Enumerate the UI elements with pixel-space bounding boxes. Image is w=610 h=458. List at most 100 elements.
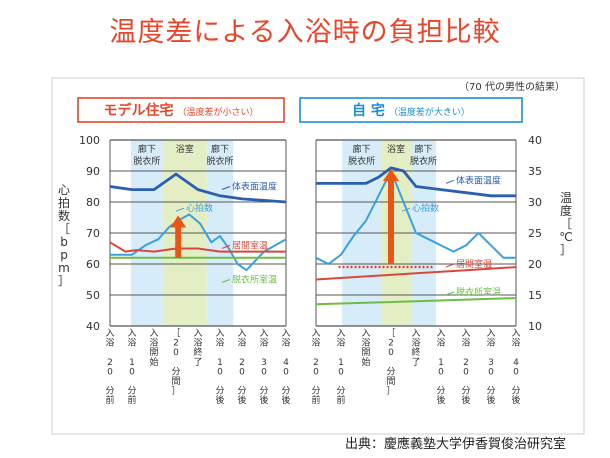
svg-text:終: 終	[411, 346, 420, 358]
panel1-x-tick-label: ［20 分間］	[171, 328, 180, 397]
svg-text:0: 0	[283, 367, 289, 377]
right-axis-label: 温度［℃］	[559, 191, 572, 257]
svg-text:分: 分	[461, 386, 470, 397]
right-tick-label: 25	[528, 227, 542, 240]
result-note: （70 代の男性の結果）	[459, 80, 565, 93]
svg-text:m: m	[58, 261, 70, 275]
panel1-x-tick-label: 入浴 30 分後	[259, 328, 268, 406]
svg-text:浴: 浴	[281, 338, 290, 349]
svg-text:浴: 浴	[336, 338, 345, 349]
svg-text:1: 1	[338, 358, 344, 368]
svg-text:浴: 浴	[361, 338, 370, 349]
svg-text:4: 4	[283, 358, 289, 368]
panel1-header-box	[77, 97, 285, 123]
panel1-series-0	[109, 172, 287, 204]
svg-text:2: 2	[173, 339, 179, 349]
panel2-x-tick-label: 入浴 20 分前	[311, 328, 320, 406]
svg-text:浴: 浴	[311, 338, 320, 349]
panel1-annotation-label: 居間室温	[232, 239, 268, 251]
panel2-arrow-head	[383, 169, 399, 181]
svg-text:b: b	[60, 235, 68, 249]
svg-text:間: 間	[386, 376, 395, 387]
svg-text:3: 3	[261, 358, 267, 368]
panel2-series-3	[315, 297, 517, 306]
svg-text:後: 後	[237, 394, 246, 406]
left-axis-label: 心拍数［bpm］	[58, 183, 70, 288]
svg-text:分: 分	[237, 386, 246, 397]
panel1-zone-label: 廊下	[211, 143, 229, 155]
svg-text:1: 1	[438, 358, 444, 368]
right-tick-label: 30	[528, 196, 542, 209]
svg-text:後: 後	[215, 394, 224, 406]
left-tick-label: 50	[86, 289, 100, 302]
svg-text:浴: 浴	[511, 338, 520, 349]
panel2-annotation-label: 脱衣所室温	[456, 286, 501, 298]
svg-text:［: ［	[386, 328, 395, 339]
panel2-annotation-leader	[445, 179, 455, 184]
svg-text:2: 2	[388, 339, 394, 349]
svg-text:3: 3	[488, 358, 494, 368]
panel1-note: （温度差が小さい）	[177, 106, 258, 118]
panel1-x-tick-label: 入浴 10 分後	[215, 328, 224, 406]
source-credit: 出典：慶應義塾大学伊香賀俊治研究室	[345, 436, 566, 452]
svg-text:0: 0	[107, 367, 113, 377]
svg-text:浴: 浴	[461, 338, 470, 349]
svg-text:分: 分	[215, 386, 224, 397]
panel2-annotation-label: 体表面温度	[456, 174, 501, 186]
right-tick-label: 15	[528, 289, 542, 302]
svg-text:後: 後	[259, 394, 268, 406]
svg-text:0: 0	[239, 367, 245, 377]
panel2-annotation-leader	[401, 207, 411, 212]
panel1-zone-label: 脱衣所	[133, 155, 160, 167]
svg-text:分: 分	[486, 386, 495, 397]
svg-text:終: 終	[193, 346, 202, 358]
svg-text:入: 入	[127, 328, 136, 339]
panel1-annotation-leader	[175, 207, 185, 212]
left-tick-label: 40	[86, 320, 100, 333]
panel1-annotation-label: 体表面温度	[232, 181, 277, 193]
svg-text:入: 入	[105, 328, 114, 339]
svg-text:後: 後	[511, 394, 520, 406]
left-tick-label: 80	[86, 196, 100, 209]
panel2-x-tick-label: 入浴 40 分後	[511, 328, 520, 406]
panel2-header-box	[299, 97, 523, 123]
svg-text:p: p	[60, 248, 68, 262]
svg-text:前: 前	[336, 394, 345, 406]
svg-text:浴: 浴	[436, 338, 445, 349]
panel1-x-tick-label: 入浴 20 分後	[237, 328, 246, 406]
panel1-series-2	[109, 241, 286, 253]
panel2-annotation-label: 居間室温	[456, 258, 492, 270]
svg-text:入: 入	[461, 328, 470, 339]
svg-text:入: 入	[486, 328, 495, 339]
svg-text:浴: 浴	[193, 338, 202, 349]
svg-text:前: 前	[311, 394, 320, 406]
svg-text:］: ］	[560, 243, 572, 257]
svg-text:了: 了	[411, 357, 420, 368]
panel1-x-tick-label: 入浴 10 分前	[127, 328, 136, 406]
svg-text:入: 入	[215, 328, 224, 339]
left-tick-label: 60	[86, 258, 100, 271]
panel2-annotation-leader	[445, 291, 455, 296]
svg-text:1: 1	[129, 358, 135, 368]
panel1-annotation-label: 脱衣所室温	[232, 274, 277, 286]
svg-text:4: 4	[513, 358, 519, 368]
left-tick-label: 90	[86, 165, 100, 178]
svg-text:入: 入	[436, 328, 445, 339]
svg-text:2: 2	[313, 358, 319, 368]
panel1-zone-label: 脱衣所	[206, 155, 233, 167]
left-tick-label: 70	[86, 227, 100, 240]
panel1-annotation-leader	[221, 244, 231, 249]
svg-text:］: ］	[171, 386, 180, 397]
panel2-title: 自 宅	[352, 102, 385, 119]
svg-text:後: 後	[461, 394, 470, 406]
svg-text:分: 分	[311, 386, 320, 397]
panel2-x-tick-label: 入浴 20 分後	[461, 328, 470, 406]
svg-text:0: 0	[463, 367, 469, 377]
svg-text:分: 分	[127, 386, 136, 397]
svg-text:前: 前	[127, 394, 136, 406]
figure-frame	[51, 77, 585, 435]
svg-text:分: 分	[105, 386, 114, 397]
panel1-zone-label: 廊下	[138, 143, 156, 155]
svg-text:入: 入	[311, 328, 320, 339]
